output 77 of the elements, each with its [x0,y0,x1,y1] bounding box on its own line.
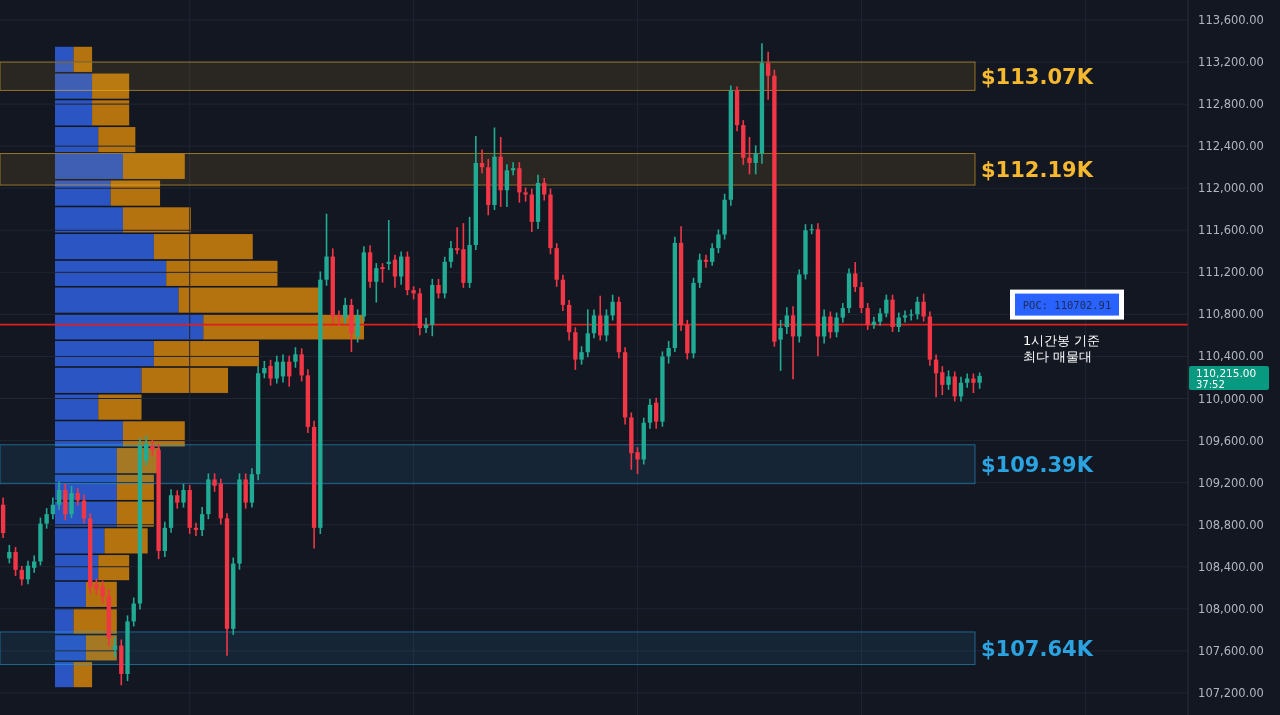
candlestick [778,319,783,371]
candlestick [44,508,49,529]
candlestick [697,253,702,288]
y-tick-label: 107,200.00 [1198,685,1264,700]
y-tick-label: 113,600.00 [1198,12,1264,27]
y-tick-label: 111,600.00 [1198,223,1264,238]
candlestick [299,348,304,382]
candlestick [374,263,379,303]
band-label: $109.39K [981,453,1094,478]
candlestick [790,306,796,380]
candlestick [274,355,279,384]
y-tick-label: 108,400.00 [1198,559,1264,574]
candlestick [56,481,62,510]
candlestick [952,371,957,402]
candlestick [343,297,348,324]
candlestick [834,312,839,338]
y-tick-label: 111,200.00 [1198,265,1264,280]
candlestick [647,398,653,429]
candlestick [915,296,920,320]
candlestick [859,282,864,314]
candlestick [784,307,789,335]
y-tick-label: 109,600.00 [1198,433,1264,448]
band-label: $107.64K [981,637,1094,662]
candlestick [853,262,858,293]
candlestick [542,177,547,201]
candlestick [884,294,889,318]
candlestick [69,486,74,519]
candlestick [293,347,298,368]
candlestick [654,397,659,429]
candlestick [865,303,870,330]
y-tick-label: 112,800.00 [1198,97,1264,112]
y-tick-label: 109,200.00 [1198,475,1264,490]
candlestick [610,294,615,321]
y-tick-label: 110,800.00 [1198,307,1264,322]
y-tick-label: 108,800.00 [1198,517,1264,532]
candlestick [828,311,833,339]
band-label: $113.07K [981,65,1094,90]
candlestick [940,366,945,396]
candlestick [162,521,167,558]
candlestick [585,309,590,358]
candlestick [635,447,640,474]
candlestick [902,310,908,323]
candlestick [392,254,398,288]
candlestick [399,251,404,285]
candlestick [448,241,454,268]
text: 110,215.00 [1196,366,1257,379]
candlestick [598,295,603,341]
candlestick [666,340,671,364]
candlestick [13,547,18,576]
y-tick-label: 113,200.00 [1198,55,1264,70]
candlestick [504,164,510,207]
y-tick-label: 110,400.00 [1198,349,1264,364]
candlestick [243,473,248,509]
candlestick [765,51,771,100]
candlestick [199,507,205,536]
y-tick-label: 110,000.00 [1198,391,1264,406]
y-tick-label: 107,600.00 [1198,643,1264,658]
candlestick [710,243,715,266]
candlestick [143,435,149,466]
candlestick [591,309,597,339]
candlestick [268,359,273,386]
candlestick [336,310,342,326]
candlestick [181,483,186,508]
band-label: $112.19K [981,158,1094,183]
y-tick-label: 108,000.00 [1198,601,1264,616]
candlestick [324,213,329,286]
candlestick [716,229,721,254]
candlestick [604,309,609,342]
ref-line-label: POC: 110702.91 [1022,298,1112,311]
candlestick [921,293,926,322]
y-tick-label: 112,000.00 [1198,181,1264,196]
text: 37:52 [1196,378,1225,390]
candlestick [355,309,360,343]
candlestick [747,136,752,175]
candlestick [821,309,827,344]
y-tick-label: 112,400.00 [1198,139,1264,154]
annotation: 1시간봉 기준 최다 매물대 [1023,332,1101,365]
